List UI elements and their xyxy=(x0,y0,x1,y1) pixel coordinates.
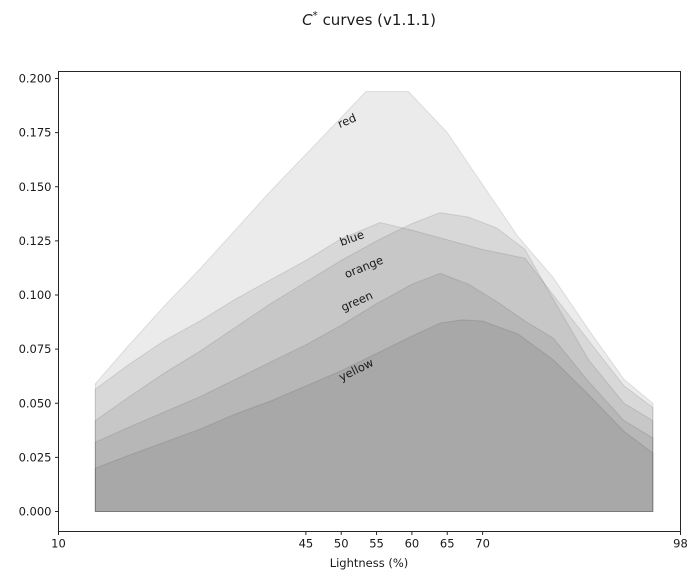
y-tick-label: 0.150 xyxy=(19,180,52,194)
x-tick-label: 45 xyxy=(299,536,314,550)
x-axis-label: Lightness (%) xyxy=(329,556,409,570)
title-superscript-star: * xyxy=(312,10,318,22)
curve-label-red: red xyxy=(335,111,358,131)
x-tick-label: 10 xyxy=(51,536,66,550)
y-tick-label: 0.025 xyxy=(19,450,52,464)
plot-frame xyxy=(58,71,681,532)
x-tick-label: 55 xyxy=(369,536,384,550)
area-yellow xyxy=(94,319,654,512)
area-green xyxy=(94,272,654,512)
area-red xyxy=(94,91,654,512)
y-tick-label: 0.000 xyxy=(19,505,52,519)
x-tick-label: 65 xyxy=(440,536,455,550)
y-tick-label: 0.125 xyxy=(19,234,52,248)
y-tick-label: 0.050 xyxy=(19,396,52,410)
y-tick-label: 0.175 xyxy=(19,126,52,140)
y-tick-label: 0.200 xyxy=(19,72,52,86)
y-tick-label: 0.100 xyxy=(19,288,52,302)
x-tick-label: 50 xyxy=(334,536,349,550)
x-tick-label: 60 xyxy=(405,536,420,550)
title-math-c: C xyxy=(302,11,313,29)
area-blue xyxy=(94,221,654,512)
x-tick-label: 70 xyxy=(475,536,490,550)
y-tick-label: 0.075 xyxy=(19,342,52,356)
x-tick-label: 98 xyxy=(673,536,688,550)
title-text: curves (v1.1.1) xyxy=(317,11,436,29)
chart-title: C* curves (v1.1.1) xyxy=(58,10,680,29)
area-orange xyxy=(94,212,654,512)
